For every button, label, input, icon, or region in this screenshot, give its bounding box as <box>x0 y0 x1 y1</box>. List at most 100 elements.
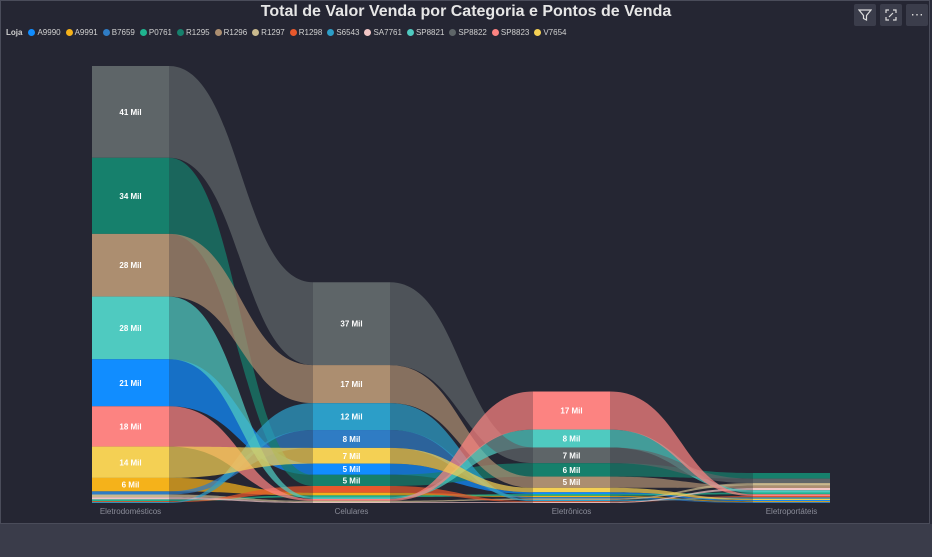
bar-segment[interactable] <box>533 463 610 477</box>
bar-segment[interactable] <box>313 403 390 431</box>
bar-segment[interactable] <box>313 474 390 486</box>
bar-segment[interactable] <box>92 491 169 495</box>
ribbon-A9991[interactable] <box>169 477 313 496</box>
data-label: 28 Mil <box>119 261 141 270</box>
bar-segment[interactable] <box>313 365 390 404</box>
bar-segment[interactable] <box>92 497 169 500</box>
ribbon-SP8823[interactable] <box>610 391 753 497</box>
legend-dot <box>534 29 542 36</box>
bar-segment[interactable] <box>533 498 610 500</box>
bar-segment[interactable] <box>313 502 390 503</box>
ribbon-SP8821[interactable] <box>169 296 313 499</box>
bar-segment[interactable] <box>313 485 390 493</box>
legend-item[interactable]: R1295 <box>177 28 210 37</box>
legend-item[interactable]: SP8822 <box>449 28 487 37</box>
bar-segment[interactable] <box>92 406 169 447</box>
bar-segment[interactable] <box>313 492 390 496</box>
bar-segment[interactable] <box>313 447 390 464</box>
bar-segment[interactable] <box>533 476 610 488</box>
bar-segment[interactable] <box>533 495 610 498</box>
bar-segment[interactable] <box>92 446 169 478</box>
filter-icon[interactable] <box>854 4 876 26</box>
category-label: Eletrônicos <box>552 507 592 516</box>
bar-segment[interactable] <box>533 499 610 502</box>
ribbon-B7659[interactable] <box>610 497 753 503</box>
ribbon-R1296[interactable] <box>390 365 533 488</box>
bar-segment[interactable] <box>753 494 830 497</box>
bar-segment[interactable] <box>753 478 830 484</box>
ribbon-V7654[interactable] <box>390 447 533 493</box>
legend-item[interactable]: P0761 <box>139 28 172 37</box>
bar-segment[interactable] <box>313 498 390 501</box>
bar-segment[interactable] <box>753 496 830 498</box>
ribbon-R1297[interactable] <box>169 494 313 503</box>
ribbon-R1296[interactable] <box>169 233 313 404</box>
legend-label: SP8821 <box>415 28 445 37</box>
bar-segment[interactable] <box>92 296 169 360</box>
ribbon-R1297[interactable] <box>390 498 533 503</box>
bar-segment[interactable] <box>313 500 390 503</box>
bar-segment[interactable] <box>533 501 610 503</box>
bar-segment[interactable] <box>533 391 610 430</box>
ribbon-SP8822[interactable] <box>610 447 753 484</box>
ribbon-V7654[interactable] <box>610 487 753 501</box>
bar-segment[interactable] <box>313 497 390 499</box>
bar-segment[interactable] <box>533 429 610 448</box>
legend-item[interactable]: A9991 <box>65 28 98 37</box>
bar-segment[interactable] <box>753 490 830 493</box>
bar-segment[interactable] <box>92 494 169 498</box>
bar-segment[interactable] <box>753 485 830 489</box>
ribbon-R1297[interactable] <box>610 483 753 500</box>
bar-segment[interactable] <box>753 488 830 491</box>
ribbon-SP8823[interactable] <box>390 391 533 501</box>
bar-segment[interactable] <box>533 447 610 464</box>
bar-segment[interactable] <box>92 359 169 407</box>
bar-segment[interactable] <box>92 499 169 502</box>
ribbon-SA7761[interactable] <box>169 497 313 503</box>
legend-item[interactable]: SA7761 <box>364 28 402 37</box>
bar-segment[interactable] <box>753 498 830 501</box>
legend-item[interactable]: R1297 <box>252 28 285 37</box>
bar-segment[interactable] <box>92 157 169 234</box>
legend-item[interactable]: SP8823 <box>491 28 529 37</box>
legend-item[interactable]: S6543 <box>327 28 359 37</box>
more-options-icon[interactable]: ⋯ <box>906 4 928 26</box>
bar-segment[interactable] <box>92 501 169 503</box>
bar-segment[interactable] <box>753 501 830 503</box>
bar-segment[interactable] <box>753 492 830 495</box>
bar-segment[interactable] <box>533 487 610 493</box>
bar-segment[interactable] <box>753 483 830 486</box>
bar-segment[interactable] <box>313 495 390 498</box>
bar-segment[interactable] <box>313 282 390 366</box>
bar-segment[interactable] <box>753 502 830 503</box>
legend-item[interactable]: SP8821 <box>406 28 445 37</box>
bar-segment[interactable] <box>533 494 610 496</box>
legend-dot <box>214 29 222 36</box>
bar-segment[interactable] <box>533 502 610 503</box>
bar-segment[interactable] <box>92 66 169 158</box>
ribbon-V7654[interactable] <box>169 446 313 478</box>
legend-item[interactable]: R1296 <box>214 28 247 37</box>
legend-item[interactable]: V7654 <box>534 28 566 37</box>
bar-segment[interactable] <box>92 502 169 503</box>
legend-item[interactable]: A9990 <box>28 28 61 37</box>
bar-segment[interactable] <box>533 492 610 495</box>
bar-segment[interactable] <box>753 500 830 502</box>
bar-segment[interactable] <box>92 477 169 492</box>
focus-mode-icon[interactable] <box>880 4 902 26</box>
legend-item[interactable]: R1298 <box>289 28 322 37</box>
sankey-chart: 41 Mil 34 Mil 28 Mil 28 Mil 21 Mil 18 Mil 14 M… <box>92 66 830 516</box>
bar-segment[interactable] <box>313 430 390 448</box>
legend-item[interactable]: B7659 <box>102 28 135 37</box>
data-label: 34 Mil <box>119 192 141 201</box>
legend-label: V7654 <box>543 28 567 37</box>
category-label: Celulares <box>335 507 369 516</box>
ribbon-SP8822[interactable] <box>169 66 313 366</box>
bar-segment[interactable] <box>313 463 390 475</box>
bar-segment[interactable] <box>753 473 830 479</box>
bar-segment[interactable] <box>92 233 169 297</box>
ribbon-SP8822[interactable] <box>390 282 533 464</box>
bar-segment[interactable] <box>753 497 830 499</box>
ribbon-SA7761[interactable] <box>390 502 533 503</box>
bar-segment[interactable] <box>533 497 610 499</box>
